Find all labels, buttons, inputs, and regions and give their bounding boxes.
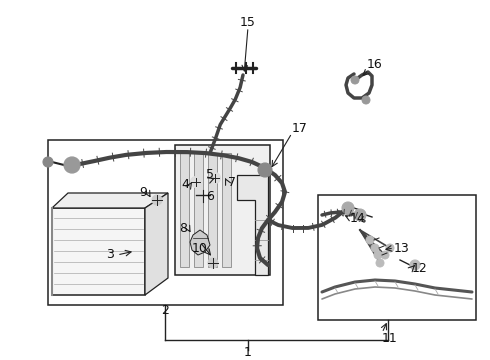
Text: 7: 7 bbox=[228, 175, 236, 189]
Text: 8: 8 bbox=[179, 221, 187, 234]
Text: 16: 16 bbox=[367, 58, 383, 72]
Circle shape bbox=[64, 157, 80, 173]
Circle shape bbox=[410, 260, 420, 270]
Bar bbox=[222, 153, 231, 267]
Circle shape bbox=[152, 195, 162, 205]
Circle shape bbox=[258, 163, 272, 177]
Circle shape bbox=[342, 202, 354, 214]
Text: 3: 3 bbox=[106, 248, 114, 261]
Text: 11: 11 bbox=[382, 332, 398, 345]
Circle shape bbox=[374, 251, 382, 259]
Text: 13: 13 bbox=[394, 242, 410, 255]
Text: 6: 6 bbox=[206, 189, 214, 202]
Bar bbox=[52, 208, 145, 295]
Circle shape bbox=[208, 258, 218, 268]
Polygon shape bbox=[52, 193, 168, 208]
Circle shape bbox=[371, 244, 379, 252]
Circle shape bbox=[381, 251, 389, 259]
Text: 9: 9 bbox=[139, 186, 147, 199]
Bar bbox=[175, 145, 270, 275]
Circle shape bbox=[366, 236, 374, 244]
Circle shape bbox=[376, 259, 384, 267]
Bar bbox=[194, 153, 203, 267]
Text: 12: 12 bbox=[412, 261, 428, 274]
Circle shape bbox=[386, 244, 394, 252]
Text: 2: 2 bbox=[161, 303, 169, 316]
Polygon shape bbox=[145, 193, 168, 295]
Text: 17: 17 bbox=[292, 122, 308, 135]
Text: 5: 5 bbox=[206, 168, 214, 181]
Text: 14: 14 bbox=[350, 211, 366, 225]
Circle shape bbox=[210, 172, 220, 184]
Circle shape bbox=[362, 96, 370, 104]
Bar bbox=[180, 153, 189, 267]
Polygon shape bbox=[237, 175, 268, 275]
Circle shape bbox=[354, 209, 366, 221]
Text: 10: 10 bbox=[192, 242, 208, 255]
Circle shape bbox=[191, 176, 201, 188]
Bar bbox=[48, 140, 283, 305]
Bar bbox=[318, 195, 476, 320]
Text: 15: 15 bbox=[240, 15, 256, 28]
Polygon shape bbox=[190, 230, 210, 255]
Text: 1: 1 bbox=[244, 346, 252, 359]
Circle shape bbox=[351, 76, 359, 84]
Text: 4: 4 bbox=[181, 179, 189, 192]
Bar bbox=[208, 153, 217, 267]
Circle shape bbox=[43, 157, 53, 167]
